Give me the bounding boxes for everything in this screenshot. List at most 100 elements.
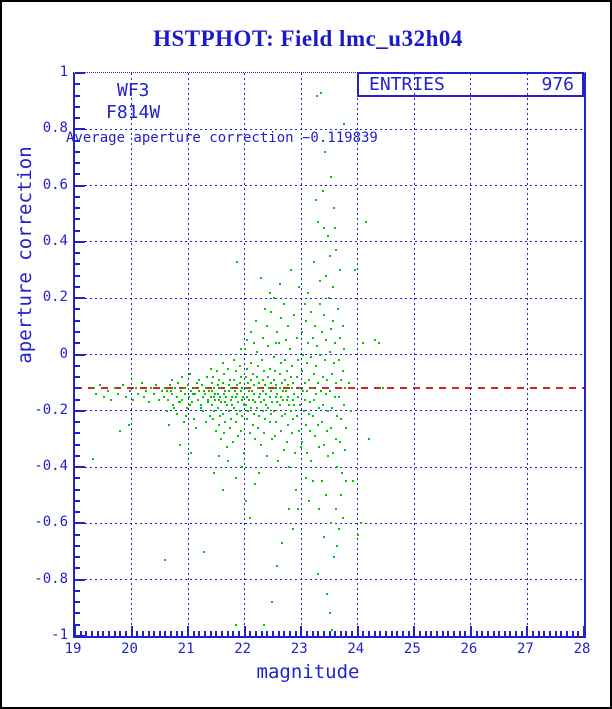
scatter-point	[297, 285, 300, 288]
scatter-point	[246, 395, 249, 398]
scatter-point	[175, 395, 178, 398]
scatter-point	[261, 378, 264, 381]
scatter-point	[317, 221, 320, 224]
plot-area: WF3 F814W Average aperture correction −0…	[66, 72, 586, 638]
y-minor-tick	[75, 274, 80, 277]
y-tick-label-0: 0	[59, 345, 68, 362]
y-minor-tick	[75, 319, 80, 322]
x-minor-tick	[492, 631, 495, 636]
x-minor-tick	[102, 631, 105, 636]
scatter-point	[178, 401, 181, 404]
x-tick-label-26: 26	[460, 641, 478, 657]
scatter-point	[339, 494, 342, 497]
x-minor-tick	[475, 631, 478, 636]
scatter-point	[303, 302, 306, 305]
scatter-point	[172, 406, 175, 409]
scatter-point	[254, 437, 257, 440]
scatter-point	[124, 395, 127, 398]
scatter-point	[178, 443, 181, 446]
x-minor-tick	[549, 631, 552, 636]
scatter-point	[303, 381, 306, 384]
x-tick-label-22: 22	[234, 641, 252, 657]
scatter-point	[216, 384, 219, 387]
y-minor-tick	[75, 567, 80, 570]
x-minor-tick	[566, 631, 569, 636]
scatter-point	[204, 392, 207, 395]
y-minor-tick	[75, 364, 80, 367]
x-minor-tick	[515, 631, 518, 636]
scatter-point	[265, 454, 268, 457]
scatter-point	[291, 398, 294, 401]
scatter-point	[244, 499, 247, 502]
scatter-point	[282, 449, 285, 452]
scatter-point	[196, 398, 199, 401]
scatter-point	[328, 254, 331, 257]
y-major-tick	[75, 72, 85, 74]
scatter-point	[253, 401, 256, 404]
scatter-point	[248, 432, 251, 435]
y-minor-tick	[75, 376, 80, 379]
gridline-y--0.8	[75, 579, 584, 581]
scatter-point	[201, 409, 204, 412]
scatter-point	[260, 443, 263, 446]
scatter-point	[268, 291, 271, 294]
scatter-point	[222, 488, 225, 491]
scatter-point	[218, 415, 221, 418]
gridline-y--0.6	[75, 522, 584, 524]
scatter-point	[320, 330, 323, 333]
scatter-point	[314, 325, 317, 328]
scatter-point	[280, 415, 283, 418]
x-minor-tick	[537, 631, 540, 636]
scatter-point	[322, 226, 325, 229]
scatter-point	[330, 426, 333, 429]
x-axis-title: magnitude	[256, 661, 360, 683]
scatter-point	[343, 449, 346, 452]
scatter-point	[240, 376, 243, 379]
x-minor-tick	[481, 631, 484, 636]
scatter-point	[287, 404, 290, 407]
scatter-point	[307, 342, 309, 345]
scatter-point	[274, 435, 277, 438]
filter-label: F814W	[106, 102, 161, 123]
scatter-point	[228, 390, 231, 393]
scatter-point	[311, 336, 314, 339]
scatter-point	[218, 398, 221, 401]
scatter-point	[344, 426, 347, 429]
scatter-point	[189, 390, 192, 393]
x-minor-tick	[119, 631, 122, 636]
x-minor-tick	[153, 631, 156, 636]
y-major-tick	[75, 522, 85, 525]
y-major-tick	[75, 578, 85, 581]
scatter-point	[287, 508, 290, 511]
scatter-point	[327, 235, 330, 238]
scatter-point	[262, 336, 265, 339]
scatter-point	[342, 516, 345, 519]
scatter-point	[284, 339, 287, 342]
scatter-point	[279, 429, 282, 432]
scatter-point	[322, 536, 325, 539]
scatter-point	[211, 418, 214, 421]
scatter-point	[247, 390, 250, 393]
x-minor-tick	[447, 631, 450, 636]
scatter-point	[257, 395, 260, 398]
scatter-point	[116, 392, 119, 395]
y-tick-label-0.8: 0.8	[42, 120, 68, 137]
scatter-point	[164, 558, 167, 561]
scatter-point	[261, 359, 264, 362]
scatter-point	[212, 395, 215, 398]
scatter-point	[290, 376, 293, 379]
scatter-point	[310, 356, 313, 359]
y-minor-tick	[75, 488, 80, 491]
x-tick-label-20: 20	[121, 641, 138, 657]
average-correction-annotation: Average aperture correction −0.119839	[66, 130, 378, 146]
scatter-point	[336, 308, 339, 311]
y-tick-label--0.8: -0.8	[34, 570, 68, 587]
scatter-point	[217, 378, 220, 381]
gridline-y--0.4	[75, 466, 584, 468]
scatter-point	[207, 401, 210, 404]
scatter-point	[273, 387, 276, 390]
scatter-point	[275, 392, 278, 395]
y-minor-tick	[75, 105, 80, 108]
x-minor-tick	[458, 631, 461, 636]
scatter-point	[335, 415, 338, 418]
